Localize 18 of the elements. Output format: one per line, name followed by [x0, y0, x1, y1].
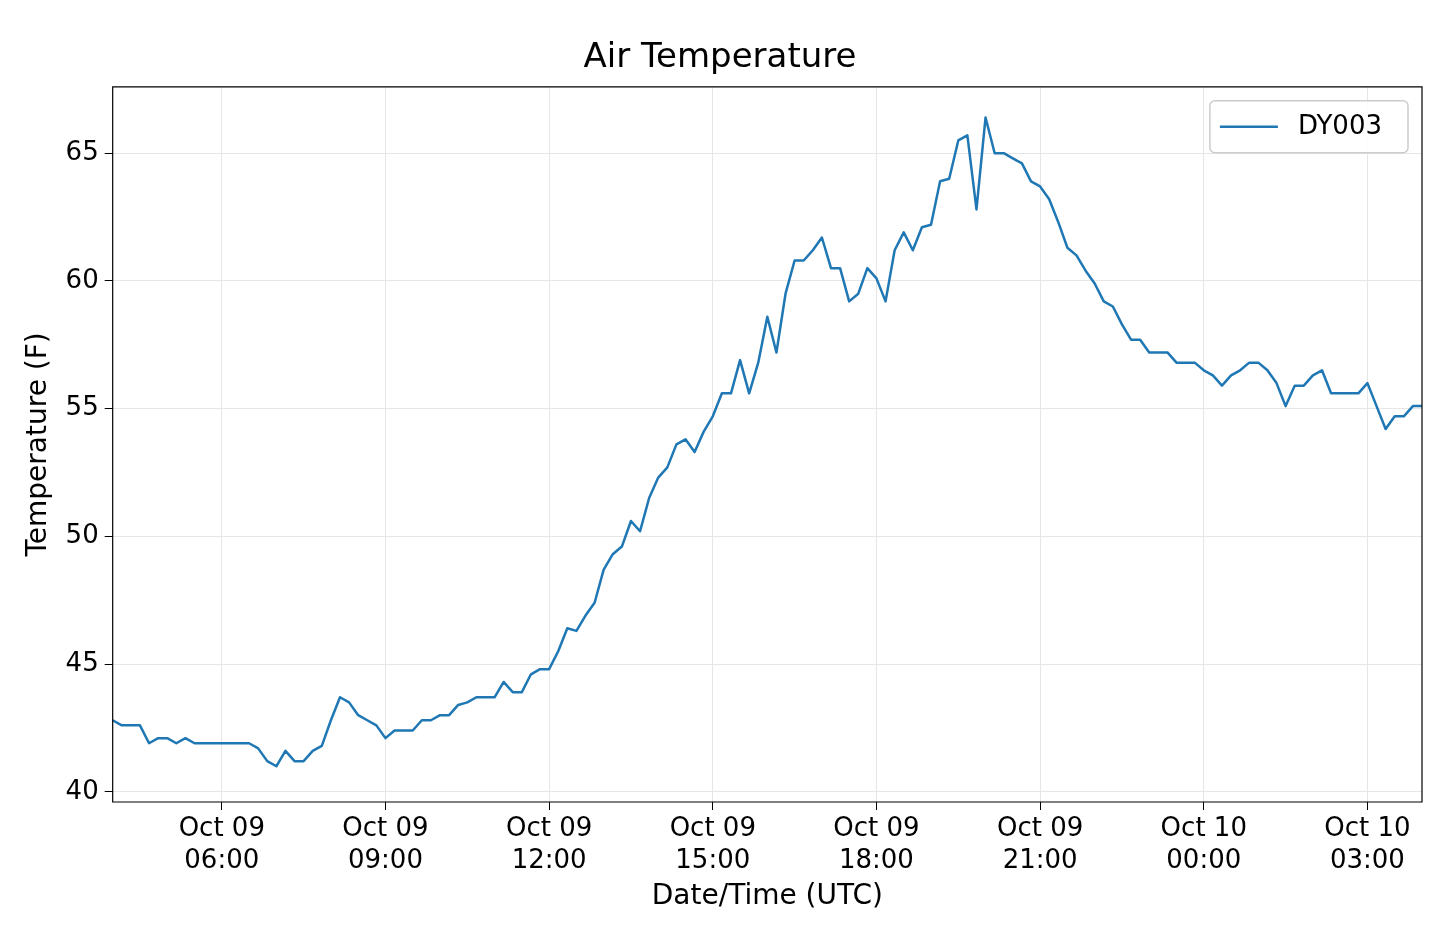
x-tick-label: Oct 09 15:00 — [669, 812, 756, 874]
x-axis-title: Date/Time (UTC) — [651, 878, 883, 912]
y-tick-label: 45 — [65, 646, 99, 677]
x-tick-label: Oct 09 06:00 — [178, 812, 265, 874]
y-axis-title: Temperature (F) — [20, 332, 54, 558]
x-tick-label: Oct 09 12:00 — [505, 812, 593, 874]
x-tick-label: Oct 09 18:00 — [833, 812, 920, 874]
legend-label: DY003 — [1297, 109, 1382, 140]
chart-title: Air Temperature — [583, 35, 857, 76]
y-tick-label: 40 — [65, 774, 99, 805]
y-tick-label: 55 — [65, 391, 99, 422]
y-tick-label: 65 — [65, 135, 99, 166]
x-tick-label: Oct 09 09:00 — [342, 812, 429, 874]
y-tick-label: 50 — [65, 519, 99, 550]
x-tick-label: Oct 10 00:00 — [1160, 812, 1247, 874]
y-tick-label: 60 — [65, 263, 99, 294]
x-tick-label: Oct 10 03:00 — [1324, 812, 1411, 874]
x-tick-label: Oct 09 21:00 — [996, 812, 1084, 874]
